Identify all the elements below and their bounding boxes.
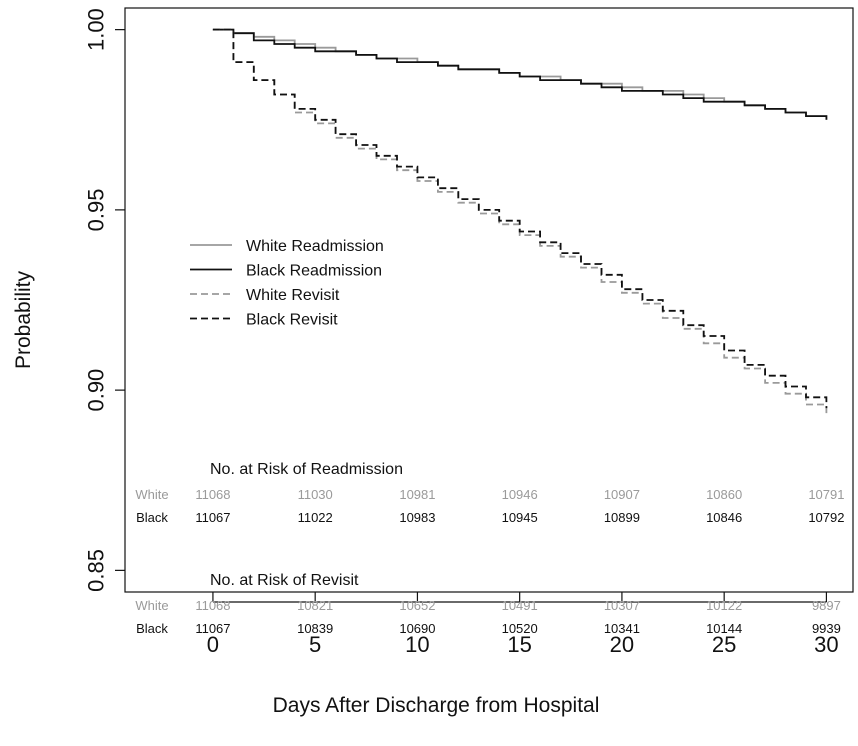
risk-count: 10899 (604, 510, 640, 525)
risk-count: 10983 (399, 510, 435, 525)
risk-count: 10144 (706, 621, 742, 636)
y-tick-label: 0.95 (84, 188, 109, 231)
x-tick-label: 5 (309, 632, 321, 657)
risk-count: 10907 (604, 487, 640, 502)
legend-label: Black Revisit (246, 312, 338, 329)
risk-count: 10520 (502, 621, 538, 636)
series-line-black-readmission (212, 28, 828, 120)
risk-row-label: White (135, 487, 168, 502)
risk-table-title: No. at Risk of Readmission (210, 461, 403, 478)
risk-tables: No. at Risk of Readmission White 11068 1103… (135, 461, 844, 636)
x-tick-label: 20 (610, 632, 634, 657)
risk-count: 10122 (706, 598, 742, 613)
curves-layer (212, 28, 828, 416)
risk-count: 10945 (502, 510, 538, 525)
risk-count: 10690 (399, 621, 435, 636)
risk-count: 10652 (399, 598, 435, 613)
risk-count: 11068 (195, 598, 230, 613)
risk-row-label: White (135, 598, 168, 613)
y-tick-label: 1.00 (84, 8, 109, 51)
x-axis: 0 5 10 15 20 25 30 (207, 592, 839, 657)
x-tick-label: 15 (507, 632, 531, 657)
x-tick-label: 25 (712, 632, 736, 657)
risk-row-label: Black (136, 621, 168, 636)
risk-count: 10946 (502, 487, 538, 502)
risk-count: 10846 (706, 510, 742, 525)
y-tick-label: 0.90 (84, 369, 109, 412)
risk-count: 11030 (298, 487, 333, 502)
series-line-black-revisit (212, 28, 828, 409)
y-axis: 0.85 0.90 0.95 1.00 (84, 8, 125, 592)
risk-count: 11022 (298, 510, 333, 525)
x-tick-label: 0 (207, 632, 219, 657)
risk-count: 10860 (706, 487, 742, 502)
risk-count: 11068 (195, 487, 230, 502)
legend-label: White Revisit (246, 287, 340, 304)
risk-count: 11067 (195, 621, 230, 636)
risk-count: 10839 (297, 621, 333, 636)
x-tick-label: 10 (405, 632, 429, 657)
risk-count: 10491 (502, 598, 538, 613)
legend: White Readmission Black Readmission White … (190, 238, 384, 329)
risk-count: 10307 (604, 598, 640, 613)
risk-count: 10792 (808, 510, 844, 525)
risk-count: 10981 (399, 487, 435, 502)
x-tick-label: 30 (814, 632, 838, 657)
x-axis-title: Days After Discharge from Hospital (273, 694, 600, 717)
legend-label: Black Readmission (246, 263, 382, 280)
risk-count: 10821 (297, 598, 333, 613)
risk-count: 9939 (812, 621, 841, 636)
risk-count: 10791 (808, 487, 844, 502)
legend-label: White Readmission (246, 238, 384, 255)
plot-frame (124, 7, 854, 593)
risk-row-label: Black (136, 510, 168, 525)
y-axis-title: Probability (12, 270, 35, 369)
risk-table-title: No. at Risk of Revisit (210, 572, 359, 589)
risk-count: 9897 (812, 598, 841, 613)
risk-count: 10341 (604, 621, 640, 636)
risk-count: 11067 (195, 510, 230, 525)
y-tick-label: 0.85 (84, 549, 109, 592)
series-line-white-revisit (212, 28, 828, 416)
